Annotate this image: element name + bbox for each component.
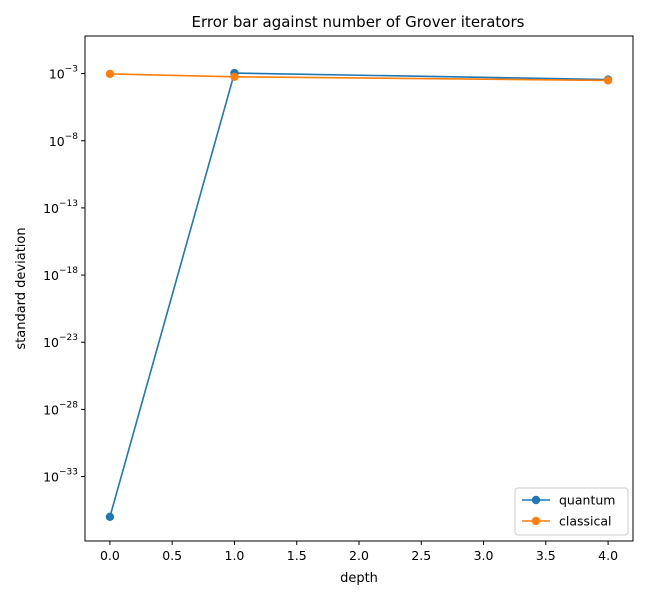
x-axis: 0.0 0.5 1.0 1.5 2.0 2.5 3.0 3.5 4.0 <box>100 541 618 563</box>
y-tick-exponent: −23 <box>59 333 78 343</box>
y-tick-base: 10 <box>43 402 59 417</box>
chart-title: Error bar against number of Grover itera… <box>192 13 525 31</box>
x-tick-label: 1.5 <box>287 548 307 563</box>
y-tick-exponent: −18 <box>59 266 78 276</box>
x-tick-label: 2.5 <box>411 548 431 563</box>
x-tick-label: 0.0 <box>100 548 120 563</box>
y-tick-label: 10−13 <box>43 199 78 216</box>
data-point-quantum <box>105 512 115 522</box>
y-tick-base: 10 <box>49 134 65 149</box>
legend-label-quantum: quantum <box>559 493 615 508</box>
plot-area-frame <box>84 35 634 542</box>
y-axis-label: standard deviation <box>14 227 29 349</box>
legend: quantum classical <box>514 487 629 536</box>
series-layer <box>105 68 613 522</box>
x-tick-label: 4.0 <box>598 548 618 563</box>
legend-marker-quantum <box>531 495 541 505</box>
y-tick-label: 10−18 <box>43 266 78 283</box>
x-tick-label: 3.5 <box>536 548 556 563</box>
y-tick-base: 10 <box>43 268 59 283</box>
series-line-quantum <box>109 72 609 518</box>
y-tick-base: 10 <box>43 470 59 485</box>
y-tick-base: 10 <box>43 201 59 216</box>
data-point-classical <box>230 72 239 81</box>
data-point-classical <box>105 69 115 79</box>
y-tick-label: 10−8 <box>49 132 78 149</box>
y-tick-exponent: −3 <box>65 65 78 75</box>
y-tick-exponent: −28 <box>59 400 78 410</box>
x-tick-label: 0.5 <box>162 548 182 563</box>
y-tick-exponent: −8 <box>65 132 79 142</box>
y-tick-exponent: −33 <box>59 468 78 478</box>
y-tick-label: 10−28 <box>43 400 78 417</box>
y-tick-base: 10 <box>49 67 65 82</box>
x-axis-label: depth <box>340 571 378 586</box>
x-tick-label: 1.0 <box>225 548 245 563</box>
y-tick-base: 10 <box>43 335 59 350</box>
legend-label-classical: classical <box>559 514 612 529</box>
x-tick-label: 3.0 <box>474 548 494 563</box>
data-point-classical <box>603 76 613 85</box>
y-tick-label: 10−23 <box>43 333 78 350</box>
y-tick-label: 10−3 <box>49 65 78 82</box>
y-tick-exponent: −13 <box>59 199 78 209</box>
y-tick-label: 10−33 <box>43 468 78 485</box>
legend-marker-classical <box>531 516 541 526</box>
x-tick-label: 2.0 <box>349 548 369 563</box>
